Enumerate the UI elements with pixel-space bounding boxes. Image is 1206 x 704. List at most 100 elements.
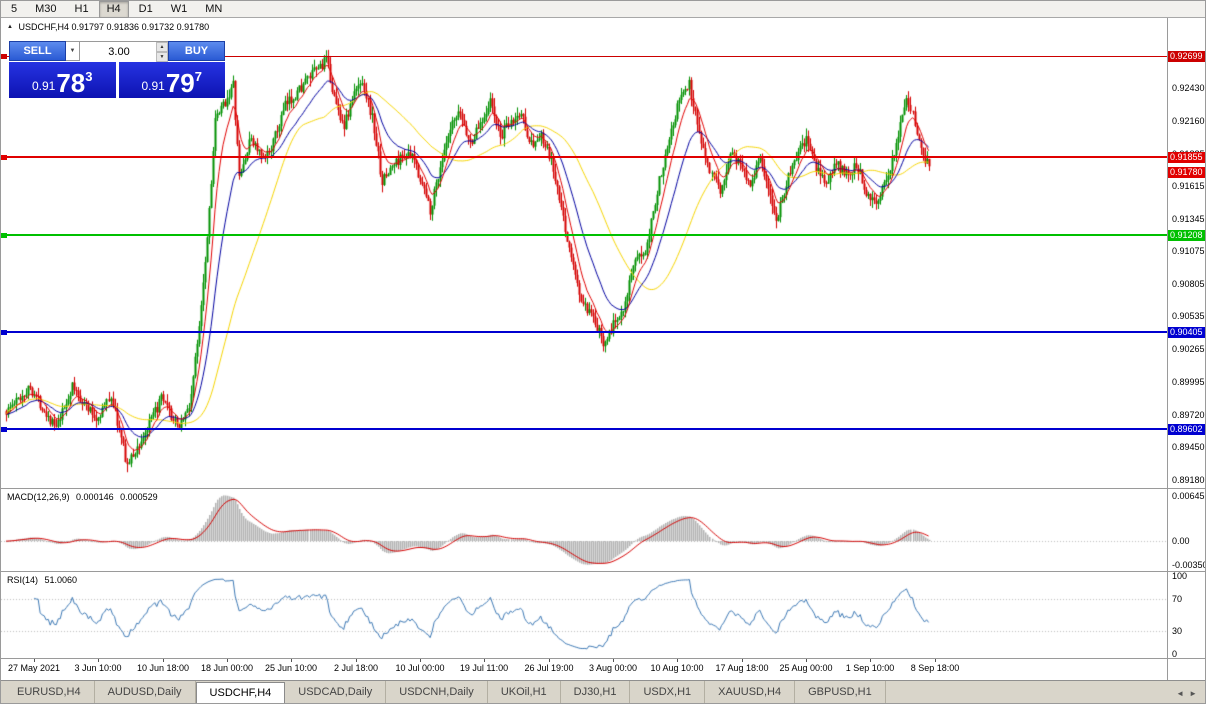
sell-price-quote[interactable]: 0.91 78 3 — [9, 62, 116, 98]
collapse-triangle-icon[interactable]: ▲ — [7, 24, 13, 30]
buy-price-sup: 7 — [194, 69, 202, 84]
time-axis-label: 1 Sep 10:00 — [845, 663, 895, 673]
timeframe-button-w1[interactable]: W1 — [170, 2, 188, 15]
horizontal-line-0.89602[interactable] — [1, 428, 1167, 430]
price-axis-tick: 0.91075 — [1172, 246, 1205, 257]
sell-price-prefix: 0.91 — [31, 79, 56, 93]
horizontal-line-0.92699[interactable] — [1, 56, 1167, 57]
buy-price-quote[interactable]: 0.91 79 7 — [118, 62, 225, 98]
chart-tab-dj30[interactable]: DJ30,H1 — [561, 681, 631, 703]
time-axis[interactable]: 27 May 2021 3 Jun 10:00 10 Jun 18:00 18 Jun… — [1, 659, 1167, 679]
macd-value-main: 0.000146 — [76, 492, 114, 502]
lot-size-input[interactable] — [80, 43, 168, 61]
rsi-pane-canvas[interactable] — [1, 572, 1167, 658]
time-axis-tick — [935, 659, 936, 662]
chart-tab-eurusd[interactable]: EURUSD,H4 — [4, 681, 95, 703]
time-axis-tick — [356, 659, 357, 662]
price-badge-0.91208: 0.91208 — [1168, 230, 1205, 241]
rsi-axis-label: 0 — [1172, 649, 1178, 660]
chart-tab-ukoil[interactable]: UKOil,H1 — [488, 681, 561, 703]
chart-tab-usdx[interactable]: USDX,H1 — [630, 681, 706, 703]
chart-tab-usdcad[interactable]: USDCAD,Daily — [285, 681, 387, 703]
tab-scroll-right-icon[interactable]: ► — [1189, 688, 1197, 698]
timeframe-button-mn[interactable]: MN — [205, 2, 223, 15]
horizontal-line-0.91208[interactable] — [1, 234, 1167, 236]
horizontal-line-0.90405[interactable] — [1, 331, 1167, 333]
price-axis-tick: 0.91345 — [1172, 213, 1205, 224]
time-axis-tick — [870, 659, 871, 662]
macd-axis-label: 0.00645 — [1172, 491, 1205, 502]
sell-price-sup: 3 — [85, 69, 93, 84]
price-badge-0.91780: 0.91780 — [1168, 167, 1205, 178]
price-axis[interactable]: 0.924300.921600.918850.916150.913450.910… — [1167, 18, 1206, 680]
price-badge-0.90405: 0.90405 — [1168, 327, 1205, 338]
time-axis-tick — [806, 659, 807, 662]
lot-dropdown-button[interactable]: ▼ — [66, 41, 80, 61]
timeframe-button-5[interactable]: 5 — [11, 2, 18, 15]
time-axis-label: 3 Jun 10:00 — [74, 663, 122, 673]
time-axis-label: 2 Jul 18:00 — [333, 663, 379, 673]
macd-value-signal: 0.000529 — [120, 492, 158, 502]
lot-size-field: ▲ ▼ — [80, 41, 168, 62]
lot-spin-down-icon[interactable]: ▼ — [156, 52, 168, 62]
rsi-title: RSI(14) 51.0060 — [7, 575, 81, 585]
lot-spin-up-icon[interactable]: ▲ — [156, 42, 168, 52]
pane-separator[interactable] — [1, 488, 1205, 489]
macd-name: MACD(12,26,9) — [7, 492, 70, 502]
chart-tab-gbpusd[interactable]: GBPUSD,H1 — [795, 681, 886, 703]
time-axis-label: 17 Aug 18:00 — [715, 663, 769, 673]
one-click-trading-panel: SELL ▼ ▲ ▼ BUY 0.91 78 3 0.91 79 7 — [9, 41, 225, 98]
time-axis-tick — [549, 659, 550, 662]
time-axis-label: 26 Jul 19:00 — [524, 663, 574, 673]
chart-tab-usdcnh[interactable]: USDCNH,Daily — [386, 681, 488, 703]
time-axis-label: 10 Aug 10:00 — [650, 663, 704, 673]
time-axis-label: 8 Sep 18:00 — [910, 663, 960, 673]
chart-tab-bar: EURUSD,H4 AUDUSD,Daily USDCHF,H4 USDCAD,Dai… — [1, 680, 1205, 703]
time-axis-tick — [677, 659, 678, 662]
time-axis-label: 25 Aug 00:00 — [779, 663, 833, 673]
price-badge-0.92699: 0.92699 — [1168, 51, 1205, 62]
chart-symbol-label: USDCHF,H4 — [18, 22, 69, 32]
time-axis-tick — [484, 659, 485, 662]
macd-axis-label: -0.00350 — [1172, 560, 1206, 571]
price-axis-tick: 0.91615 — [1172, 181, 1205, 192]
chart-tab-audusd[interactable]: AUDUSD,Daily — [95, 681, 196, 703]
buy-price-prefix: 0.91 — [141, 79, 165, 93]
buy-price-big: 79 — [165, 68, 195, 98]
timeframe-button-h4[interactable]: H4 — [98, 1, 129, 18]
sell-button[interactable]: SELL — [9, 41, 66, 61]
pane-separator[interactable] — [1, 571, 1205, 572]
rsi-axis-label: 100 — [1172, 570, 1188, 581]
rsi-name: RSI(14) — [7, 575, 39, 585]
chart-tab-xauusd[interactable]: XAUUSD,H4 — [705, 681, 796, 703]
price-axis-tick: 0.92430 — [1172, 82, 1205, 93]
tab-scroll-left-icon[interactable]: ◄ — [1176, 688, 1185, 698]
rsi-axis-label: 30 — [1172, 625, 1183, 636]
time-axis-label: 10 Jun 18:00 — [136, 663, 190, 673]
time-axis-label: 18 Jun 00:00 — [200, 663, 254, 673]
chart-title: ▲ USDCHF,H4 0.91797 0.91836 0.91732 0.91… — [7, 22, 209, 32]
time-axis-tick — [227, 659, 228, 662]
chart-tab-usdchf[interactable]: USDCHF,H4 — [195, 682, 286, 703]
timeframe-button-h1[interactable]: H1 — [74, 2, 89, 15]
time-axis-tick — [420, 659, 421, 662]
time-axis-tick — [98, 659, 99, 662]
chart-ohlc-values: 0.91797 0.91836 0.91732 0.91780 — [71, 22, 210, 32]
rsi-axis-label: 70 — [1172, 594, 1183, 605]
horizontal-line-0.91855[interactable] — [1, 156, 1167, 158]
time-axis-tick — [163, 659, 164, 662]
time-axis-tick — [613, 659, 614, 662]
price-badge-0.91855: 0.91855 — [1168, 152, 1205, 163]
buy-button[interactable]: BUY — [168, 41, 225, 61]
pane-separator[interactable] — [1, 658, 1205, 659]
sell-price-big: 78 — [56, 68, 86, 98]
time-axis-label: 19 Jul 11:00 — [459, 663, 509, 673]
macd-pane-canvas[interactable] — [1, 489, 1167, 571]
timeframe-button-d1[interactable]: D1 — [138, 2, 153, 15]
timeframe-button-m30[interactable]: M30 — [35, 2, 57, 15]
time-axis-tick — [291, 659, 292, 662]
macd-title: MACD(12,26,9) 0.000146 0.000529 — [7, 492, 162, 502]
time-axis-label: 27 May 2021 — [7, 663, 61, 673]
price-axis-tick: 0.89720 — [1172, 409, 1205, 420]
